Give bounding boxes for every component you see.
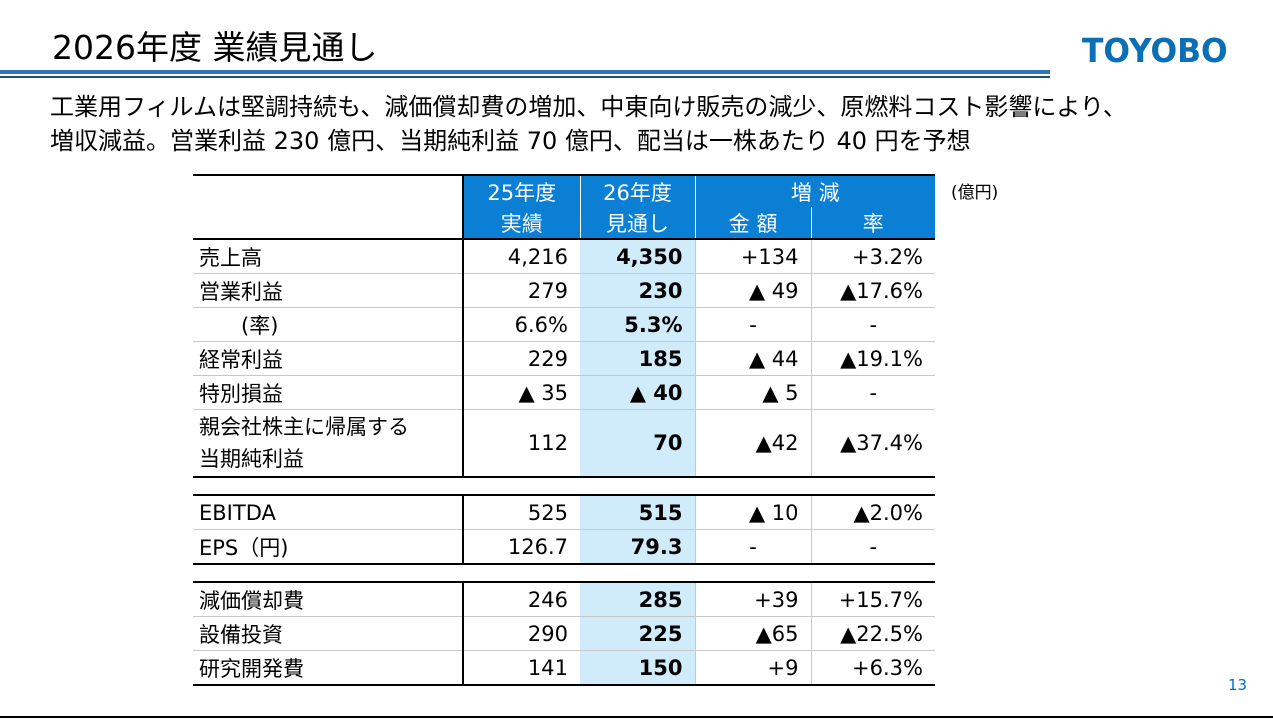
cell-fy25: 4,216 [462, 239, 580, 274]
row-label: EPS（円) [193, 529, 463, 565]
cell-amount: ▲ 10 [694, 494, 811, 530]
row-label-line-1: 親会社株主に帰属する [199, 415, 409, 439]
table-gap [193, 477, 935, 495]
cell-rate: +15.7% [810, 581, 935, 617]
row-net-income: 親会社株主に帰属する 当期純利益 112 70 ▲42 ▲37.4% [193, 409, 935, 478]
header-blank-2 [193, 207, 463, 240]
cell-amount: ▲ 5 [694, 375, 811, 410]
cell-fy25: ▲ 35 [462, 375, 580, 410]
cell-fy26: 285 [580, 581, 695, 617]
row-label: 売上高 [193, 239, 463, 274]
cell-rate: ▲17.6% [810, 273, 935, 308]
cell-fy25: 290 [462, 616, 580, 651]
cell-fy26: 79.3 [580, 529, 695, 565]
cell-rate: ▲22.5% [810, 616, 935, 651]
cell-amount: ▲65 [694, 616, 811, 651]
summary-text: 工業用フィルムは堅調持続も、減価償却費の増加、中東向け販売の減少、原燃料コスト影… [50, 90, 1265, 158]
row-label: 減価償却費 [193, 581, 463, 617]
cell-fy26: 5.3% [580, 307, 695, 342]
header-blank [193, 174, 463, 207]
cell-fy25: 229 [462, 341, 580, 376]
header-row-2: 実績 見通し 金 額 率 [193, 207, 935, 240]
cell-fy26: 515 [580, 494, 695, 530]
row-extraordinary: 特別損益 ▲ 35 ▲ 40 ▲ 5 - [193, 375, 935, 410]
row-margin: (率) 6.6% 5.3% - - [193, 307, 935, 342]
page-number: 13 [1228, 676, 1248, 694]
page-title: 2026年度 業績見通し [52, 28, 378, 67]
cell-amount: +39 [694, 581, 811, 617]
cell-fy26: 70 [580, 409, 695, 478]
row-label: EBITDA [193, 494, 463, 530]
cell-rate: - [810, 375, 935, 410]
cell-fy26: 4,350 [580, 239, 695, 274]
summary-line-2: 増収減益。営業利益 230 億円、当期純利益 70 億円、配当は一株あたり 40… [50, 127, 971, 155]
row-label: 特別損益 [193, 375, 463, 410]
row-operating-profit: 営業利益 279 230 ▲ 49 ▲17.6% [193, 273, 935, 308]
header-row-1: 25年度 26年度 増 減 [193, 174, 935, 207]
cell-amount: ▲ 49 [694, 273, 811, 308]
row-label: (率) [193, 307, 463, 342]
forecast-table: 25年度 26年度 増 減 実績 見通し 金 額 率 売上高 4,216 4,3… [193, 174, 935, 686]
title-underline-secondary [0, 76, 1050, 78]
cell-amount: +134 [694, 239, 811, 274]
title-underline [0, 70, 1050, 74]
row-eps: EPS（円) 126.7 79.3 - - [193, 529, 935, 565]
table-gap [193, 564, 935, 582]
cell-fy25: 112 [462, 409, 580, 478]
cell-amount: ▲42 [694, 409, 811, 478]
cell-amount: +9 [694, 650, 811, 686]
cell-amount: - [694, 307, 811, 342]
cell-fy26: 225 [580, 616, 695, 651]
cell-fy26: 185 [580, 341, 695, 376]
cell-rate: ▲2.0% [810, 494, 935, 530]
cell-fy25: 126.7 [462, 529, 580, 565]
row-depreciation: 減価償却費 246 285 +39 +15.7% [193, 581, 935, 617]
header-change: 増 減 [694, 174, 935, 207]
cell-fy26: 150 [580, 650, 695, 686]
row-label: 営業利益 [193, 273, 463, 308]
row-label-line-2: 当期純利益 [199, 447, 304, 471]
row-label: 設備投資 [193, 616, 463, 651]
cell-amount: - [694, 529, 811, 565]
summary-line-1: 工業用フィルムは堅調持続も、減価償却費の増加、中東向け販売の減少、原燃料コスト影… [50, 93, 1127, 121]
cell-fy25: 279 [462, 273, 580, 308]
row-label: 親会社株主に帰属する 当期純利益 [193, 409, 463, 478]
cell-rate: +3.2% [810, 239, 935, 274]
header-change-rate: 率 [810, 207, 935, 240]
header-change-amount: 金 額 [694, 207, 811, 240]
row-rnd: 研究開発費 141 150 +9 +6.3% [193, 650, 935, 686]
cell-amount: ▲ 44 [694, 341, 811, 376]
cell-fy25: 246 [462, 581, 580, 617]
toyobo-logo: TOYOBO [1082, 31, 1228, 70]
row-ordinary-profit: 経常利益 229 185 ▲ 44 ▲19.1% [193, 341, 935, 376]
cell-fy25: 141 [462, 650, 580, 686]
header-fy25-sub: 実績 [462, 207, 580, 240]
cell-rate: ▲37.4% [810, 409, 935, 478]
unit-label: (億円) [951, 183, 999, 203]
cell-fy25: 525 [462, 494, 580, 530]
cell-fy26: ▲ 40 [580, 375, 695, 410]
cell-rate: - [810, 307, 935, 342]
header-fy26-sub: 見通し [579, 207, 695, 240]
cell-rate: ▲19.1% [810, 341, 935, 376]
row-label: 経常利益 [193, 341, 463, 376]
row-ebitda: EBITDA 525 515 ▲ 10 ▲2.0% [193, 494, 935, 530]
row-label: 研究開発費 [193, 650, 463, 686]
header-fy25: 25年度 [462, 174, 580, 207]
row-capex: 設備投資 290 225 ▲65 ▲22.5% [193, 616, 935, 651]
row-sales: 売上高 4,216 4,350 +134 +3.2% [193, 239, 935, 274]
cell-fy26: 230 [580, 273, 695, 308]
header-fy26: 26年度 [579, 174, 695, 207]
cell-rate: +6.3% [810, 650, 935, 686]
cell-rate: - [810, 529, 935, 565]
footer-divider [0, 716, 1273, 718]
cell-fy25: 6.6% [462, 307, 580, 342]
